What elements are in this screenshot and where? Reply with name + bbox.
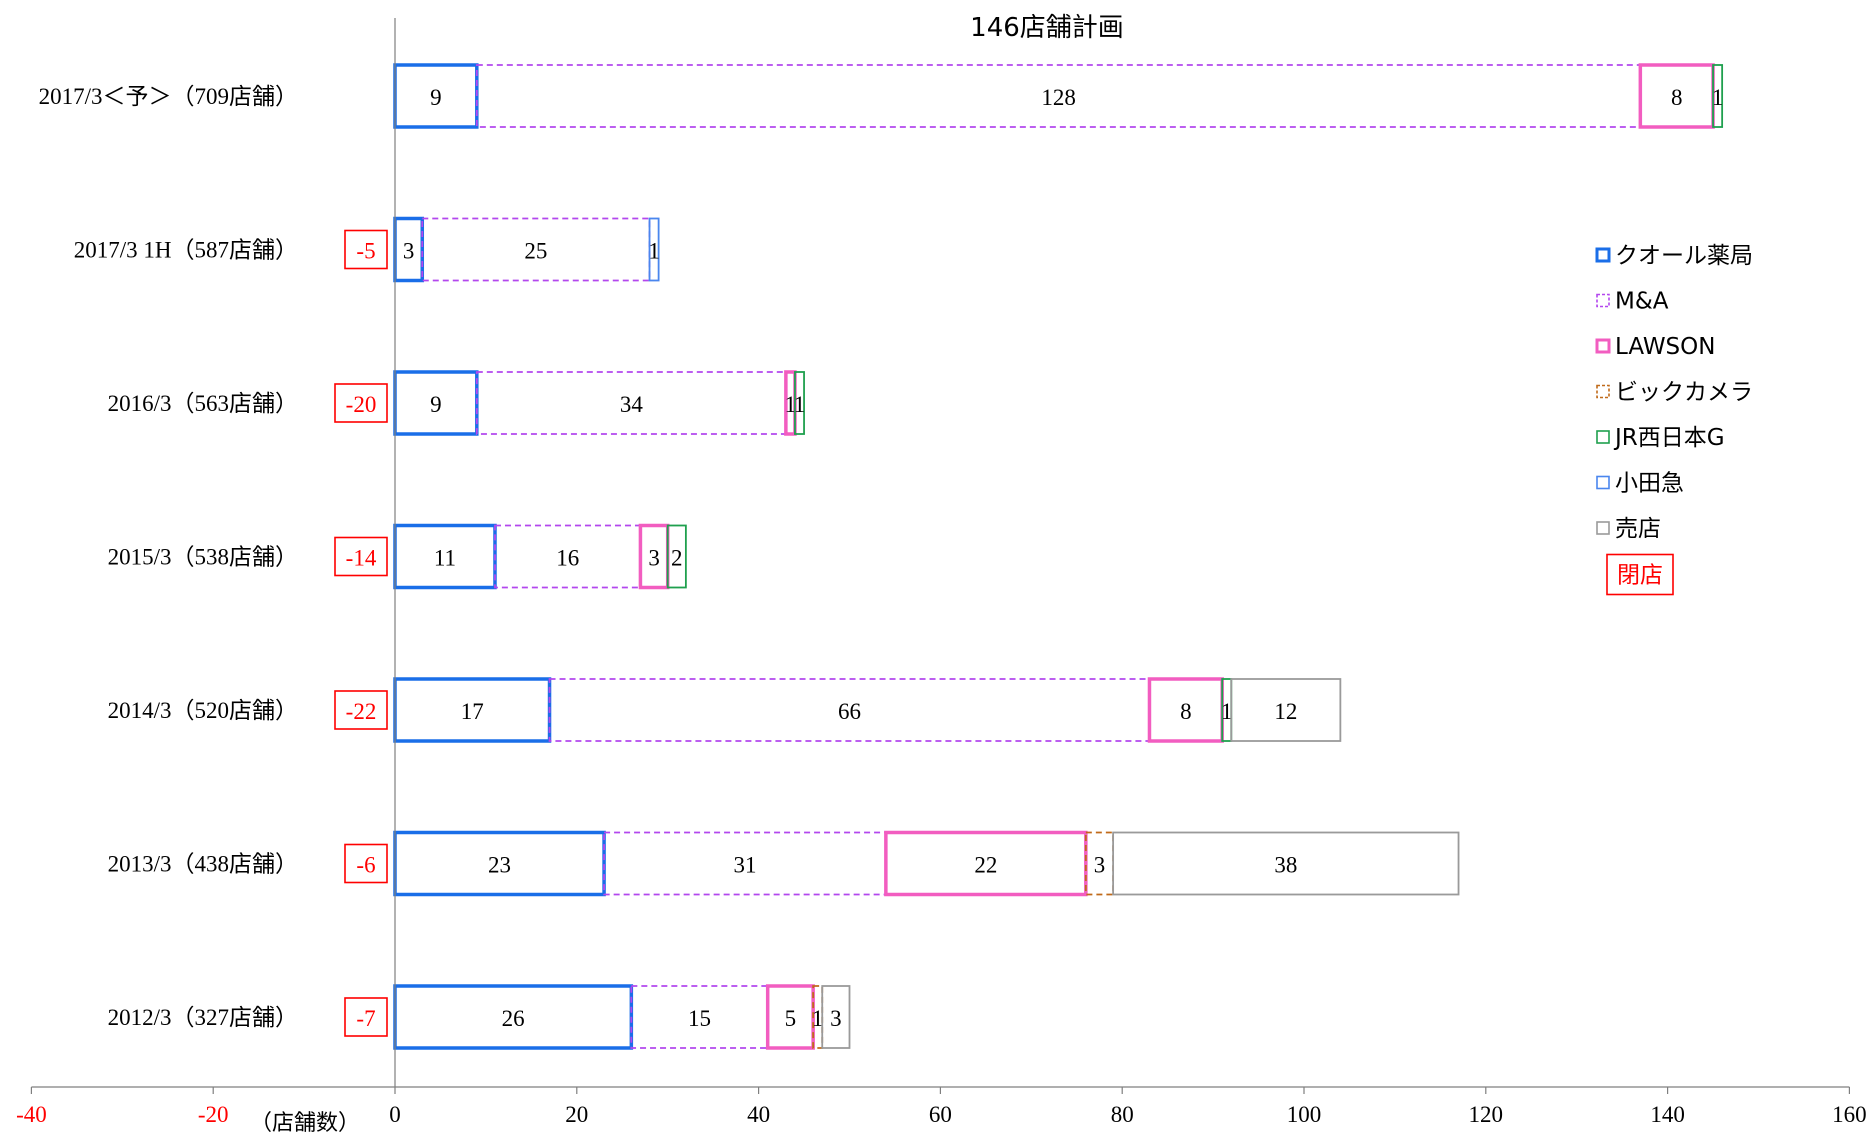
bar-segment: [884, 830, 1088, 897]
legend-label: M&A: [1615, 289, 1669, 315]
data-label: 15: [688, 1006, 711, 1031]
data-label: 25: [524, 239, 547, 264]
data-label: 9: [430, 85, 442, 110]
closure-box: [334, 690, 388, 730]
bar-segment: [1084, 831, 1115, 896]
x-tick-label: 160: [1832, 1102, 1867, 1127]
closure-label: -20: [346, 392, 377, 417]
bar-segment: [421, 217, 651, 282]
legend-swatch: [1596, 430, 1610, 444]
data-label: 8: [1671, 85, 1683, 110]
data-label: 16: [556, 546, 579, 571]
data-label: 1: [794, 392, 806, 417]
closure-label: -5: [356, 239, 375, 264]
legend-label: ビックカメラ: [1615, 380, 1753, 406]
x-tick-label: -20: [198, 1102, 229, 1127]
data-label: 5: [785, 1006, 797, 1031]
bar-segment: [666, 524, 687, 589]
legend-swatch: [1596, 384, 1610, 399]
data-label: 8: [1180, 699, 1192, 724]
legend-label: JR西日本G: [1613, 425, 1725, 451]
x-tick-label: 0: [389, 1102, 401, 1127]
x-tick-label: 80: [1111, 1102, 1134, 1127]
category-label: 2017/3＜予＞（709店舗）: [39, 84, 298, 109]
x-tick-label: 120: [1469, 1102, 1504, 1127]
data-label: 1: [812, 1006, 824, 1031]
bar-segment: [794, 371, 805, 435]
bar-segment: [630, 985, 769, 1049]
legend-swatch: [1596, 475, 1610, 490]
x-tick-label: 40: [747, 1102, 770, 1127]
legend-closure-label: 閉店: [1617, 563, 1663, 589]
x-tick-label: 140: [1650, 1102, 1685, 1127]
bar-segment: [494, 524, 642, 589]
legend-swatch: [1595, 247, 1611, 263]
data-label: 34: [620, 392, 644, 417]
data-label: 3: [830, 1006, 842, 1031]
x-axis-label: （店舗数）: [250, 1111, 360, 1136]
closure-box: [344, 229, 388, 270]
x-axis: -40 -20 0 20 40 60 80 100 120 140 160: [16, 18, 1867, 1127]
category-label: 2012/3（327店舗）: [108, 1005, 298, 1030]
legend-closure-box: [1606, 553, 1674, 596]
closure-box: [334, 383, 388, 423]
bar-segment: [1230, 678, 1342, 742]
data-label: 11: [434, 546, 456, 571]
closure-label: -6: [356, 853, 375, 878]
legend-label: LAWSON: [1615, 334, 1715, 360]
legend-swatch: [1596, 521, 1610, 535]
data-label: 3: [403, 239, 415, 264]
legend-label: 売店: [1615, 516, 1661, 542]
data-label: 26: [502, 1006, 525, 1031]
data-label: 38: [1274, 853, 1297, 878]
category-label: 2017/3 1H（587店舗）: [74, 238, 298, 263]
category-label: 2016/3（563店舗）: [108, 391, 298, 416]
legend-swatch: [1596, 293, 1610, 308]
data-label: 3: [648, 546, 660, 571]
category-label: 2014/3（520店舗）: [108, 698, 298, 723]
data-label: 1: [648, 239, 660, 264]
closure-box: [334, 536, 388, 577]
data-label: 128: [1041, 85, 1076, 110]
x-tick-label: 60: [929, 1102, 952, 1127]
legend-swatch: [1595, 338, 1611, 354]
category-label: 2015/3（538店舗）: [108, 545, 298, 570]
data-label: 23: [488, 853, 511, 878]
closure-label: -14: [346, 546, 377, 571]
closure-box: [344, 843, 388, 884]
x-tick-label: -40: [16, 1102, 47, 1127]
data-label: 9: [430, 392, 442, 417]
data-label: 1: [785, 392, 797, 417]
legend-label: クオール薬局: [1615, 243, 1753, 269]
bar-segment: [1712, 64, 1724, 128]
x-tick-label: 100: [1287, 1102, 1322, 1127]
bar-segment: [821, 985, 851, 1049]
bar-segment: [1112, 831, 1460, 896]
data-label: 1: [1712, 85, 1724, 110]
x-tick-label: 20: [565, 1102, 588, 1127]
category-label: 2013/3（438店舗）: [108, 852, 298, 877]
chart-title: 146店舗計画: [970, 13, 1124, 43]
closure-box: [344, 997, 388, 1037]
data-label: 31: [733, 853, 756, 878]
data-label: 2: [671, 546, 683, 571]
data-label: 17: [461, 699, 484, 724]
closure-label: -7: [356, 1006, 375, 1031]
closure-label: -22: [346, 699, 377, 724]
bar-segment: [648, 217, 660, 282]
legend-label: 小田急: [1615, 471, 1684, 497]
data-label: 66: [838, 699, 861, 724]
data-label: 1: [1221, 699, 1233, 724]
data-label: 22: [974, 853, 997, 878]
data-label: 12: [1274, 699, 1297, 724]
data-label: 3: [1094, 853, 1106, 878]
